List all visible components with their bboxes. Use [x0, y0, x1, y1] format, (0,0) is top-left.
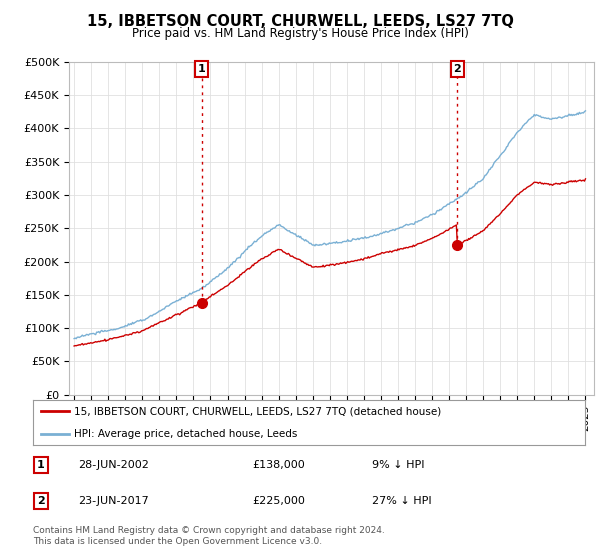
Text: 23-JUN-2017: 23-JUN-2017	[78, 496, 149, 506]
Text: Price paid vs. HM Land Registry's House Price Index (HPI): Price paid vs. HM Land Registry's House …	[131, 27, 469, 40]
Text: 15, IBBETSON COURT, CHURWELL, LEEDS, LS27 7TQ: 15, IBBETSON COURT, CHURWELL, LEEDS, LS2…	[86, 14, 514, 29]
Text: HPI: Average price, detached house, Leeds: HPI: Average price, detached house, Leed…	[74, 428, 298, 438]
Text: 1: 1	[198, 64, 206, 74]
Text: 2: 2	[454, 64, 461, 74]
Text: 9% ↓ HPI: 9% ↓ HPI	[372, 460, 425, 470]
Text: Contains HM Land Registry data © Crown copyright and database right 2024.
This d: Contains HM Land Registry data © Crown c…	[33, 526, 385, 546]
Text: 15, IBBETSON COURT, CHURWELL, LEEDS, LS27 7TQ (detached house): 15, IBBETSON COURT, CHURWELL, LEEDS, LS2…	[74, 406, 442, 416]
Text: £225,000: £225,000	[252, 496, 305, 506]
Text: 1: 1	[37, 460, 44, 470]
Text: £138,000: £138,000	[252, 460, 305, 470]
Text: 2: 2	[37, 496, 44, 506]
Text: 28-JUN-2002: 28-JUN-2002	[78, 460, 149, 470]
Text: 27% ↓ HPI: 27% ↓ HPI	[372, 496, 431, 506]
